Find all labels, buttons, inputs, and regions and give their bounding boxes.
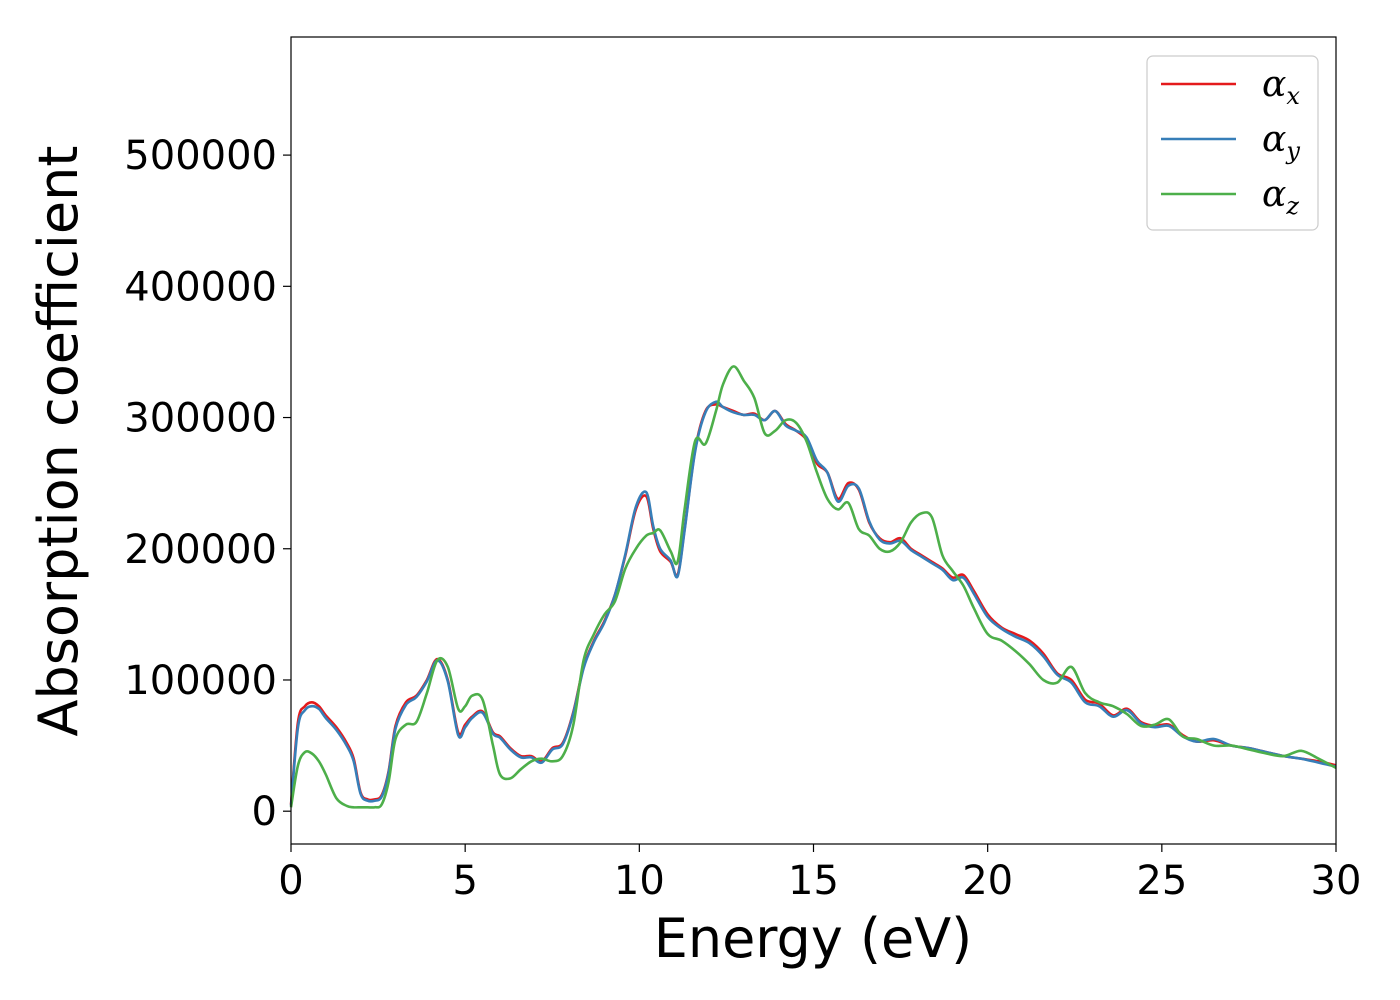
legend: αx αy αz [1146, 55, 1319, 231]
x-tick-label: 25 [1136, 858, 1187, 904]
series-layer [289, 365, 1337, 809]
x-tick-label: 20 [962, 858, 1013, 904]
x-axis-label: Energy (eV) [654, 907, 973, 970]
x-tick-label: 30 [1311, 858, 1362, 904]
series-line-y [289, 400, 1337, 807]
y-tick-label: 100000 [124, 658, 277, 704]
y-tick-label: 0 [252, 789, 277, 835]
y-tick-label: 200000 [124, 527, 277, 573]
y-tick-label: 500000 [124, 133, 277, 179]
y-tick-label: 400000 [124, 264, 277, 310]
ticks-layer: 0 5 10 15 20 25 30 0 100000 200000 300000 400000 500… [124, 133, 1361, 904]
x-tick-label: 5 [452, 858, 477, 904]
x-tick-label: 0 [278, 858, 303, 904]
x-tick-label: 10 [614, 858, 665, 904]
legend-label-x: αx [1262, 64, 1300, 110]
series-line-z [289, 365, 1337, 809]
y-tick-label: 300000 [124, 396, 277, 442]
legend-items: αx αy αz [1161, 64, 1300, 220]
legend-label-z: αz [1262, 174, 1299, 220]
legend-box [1146, 55, 1319, 231]
y-axis-label: Absorption coefficient [27, 146, 90, 737]
legend-label-y: αy [1262, 119, 1300, 165]
x-tick-label: 15 [788, 858, 839, 904]
